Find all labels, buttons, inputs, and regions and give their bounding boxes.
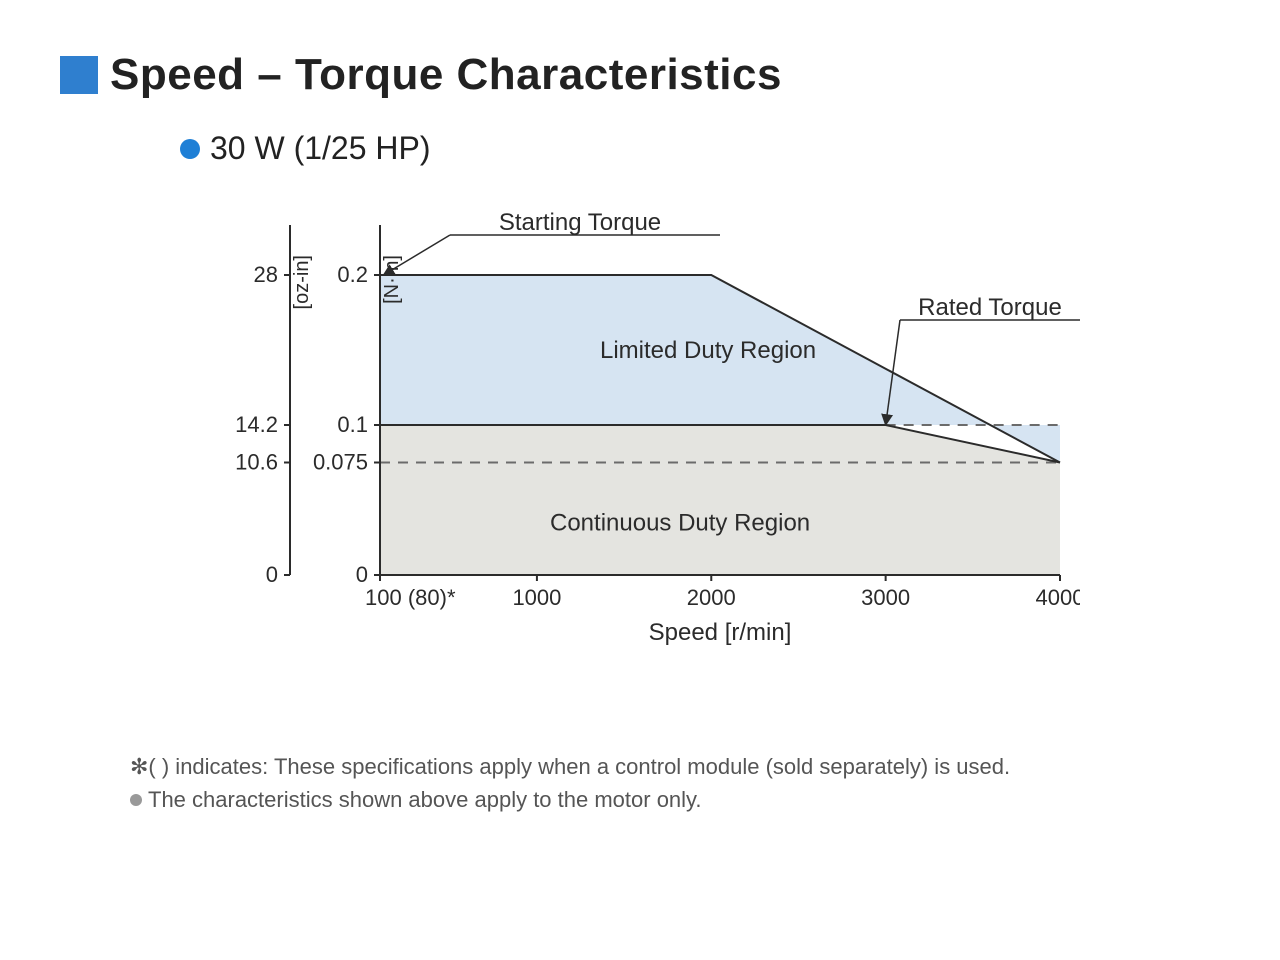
svg-text:10.6: 10.6 bbox=[235, 450, 278, 475]
svg-text:Speed [r/min]: Speed [r/min] bbox=[649, 619, 792, 646]
footnotes: ✻( ) indicates: These specifications app… bbox=[130, 750, 1220, 816]
svg-text:3000: 3000 bbox=[861, 585, 910, 610]
title-row: Speed – Torque Characteristics bbox=[60, 50, 1220, 100]
svg-text:Rated Torque: Rated Torque bbox=[918, 294, 1062, 321]
svg-text:2000: 2000 bbox=[687, 585, 736, 610]
subtitle-row: 30 W (1/25 HP) bbox=[180, 130, 1220, 167]
page-title: Speed – Torque Characteristics bbox=[110, 50, 782, 100]
svg-text:[N·m]: [N·m] bbox=[381, 255, 403, 304]
speed-torque-chart: 0 0.075 0.1 0.2 0 10.6 14.2 28 100 (80)* 1000 2000… bbox=[200, 175, 1080, 675]
page: Speed – Torque Characteristics 30 W (1/2… bbox=[0, 0, 1280, 960]
footnote-bullet: The characteristics shown above apply to… bbox=[130, 783, 1220, 816]
svg-text:0: 0 bbox=[356, 562, 368, 587]
footnote-star-text: ✻( ) indicates: These specifications app… bbox=[130, 750, 1010, 783]
bullet-icon bbox=[180, 139, 200, 159]
svg-text:14.2: 14.2 bbox=[235, 412, 278, 437]
svg-text:0.2: 0.2 bbox=[337, 262, 368, 287]
footnote-bullet-icon bbox=[130, 794, 142, 806]
svg-text:Continuous Duty Region: Continuous Duty Region bbox=[550, 510, 810, 537]
svg-text:0: 0 bbox=[266, 562, 278, 587]
svg-text:0.075: 0.075 bbox=[313, 450, 368, 475]
svg-text:1000: 1000 bbox=[512, 585, 561, 610]
svg-text:4000: 4000 bbox=[1036, 585, 1080, 610]
chart-container: 0 0.075 0.1 0.2 0 10.6 14.2 28 100 (80)* 1000 2000… bbox=[200, 175, 1220, 680]
svg-text:28: 28 bbox=[254, 262, 278, 287]
title-square-icon bbox=[60, 56, 98, 94]
svg-text:[oz-in]: [oz-in] bbox=[291, 255, 313, 309]
svg-text:0.1: 0.1 bbox=[337, 412, 368, 437]
footnote-star: ✻( ) indicates: These specifications app… bbox=[130, 750, 1220, 783]
subtitle-text: 30 W (1/25 HP) bbox=[210, 130, 431, 167]
svg-text:100 (80)*: 100 (80)* bbox=[365, 585, 456, 610]
svg-text:Limited Duty Region: Limited Duty Region bbox=[600, 337, 816, 364]
svg-text:Starting Torque: Starting Torque bbox=[499, 209, 661, 236]
footnote-bullet-text: The characteristics shown above apply to… bbox=[148, 783, 702, 816]
svg-text:Torque: Torque bbox=[200, 373, 201, 446]
